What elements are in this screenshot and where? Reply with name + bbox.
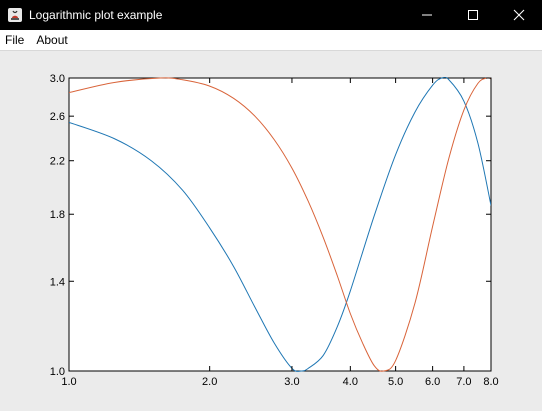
- window-controls: [404, 0, 542, 30]
- close-button[interactable]: [496, 0, 542, 30]
- x-tick-label-3: 4.0: [343, 376, 358, 388]
- log-plot-chart[interactable]: 1.0 2.0 3.0 4.0 5.0 6.0 7.0 8.01.01.41.82.22.63…: [0, 51, 542, 411]
- y-tick-label-3: 2.2: [50, 156, 65, 168]
- x-tick-label-1: 2.0: [202, 376, 217, 388]
- x-tick-label-5: 6.0: [425, 376, 440, 388]
- y-tick-label-4: 2.6: [50, 111, 65, 123]
- maximize-button[interactable]: [450, 0, 496, 30]
- menu-about[interactable]: About: [30, 30, 73, 50]
- x-tick-label-4: 5.0: [388, 376, 403, 388]
- minimize-icon: [421, 9, 433, 21]
- y-tick-label-5: 3.0: [50, 73, 65, 85]
- java-app-icon: [7, 7, 23, 23]
- close-icon: [513, 9, 525, 21]
- y-tick-label-1: 1.4: [50, 276, 65, 288]
- title-bar[interactable]: Logarithmic plot example: [0, 0, 542, 30]
- menu-file[interactable]: File: [0, 30, 30, 50]
- window-title: Logarithmic plot example: [29, 8, 162, 22]
- y-tick-label-2: 1.8: [50, 209, 65, 221]
- menu-bar: File About: [0, 30, 542, 51]
- plot-area: [69, 78, 491, 371]
- x-tick-label-6: 7.0: [456, 376, 471, 388]
- maximize-icon: [467, 9, 479, 21]
- y-tick-label-0: 1.0: [50, 366, 65, 378]
- x-tick-label-7: 8.0: [483, 376, 498, 388]
- x-tick-label-2: 3.0: [284, 376, 299, 388]
- minimize-button[interactable]: [404, 0, 450, 30]
